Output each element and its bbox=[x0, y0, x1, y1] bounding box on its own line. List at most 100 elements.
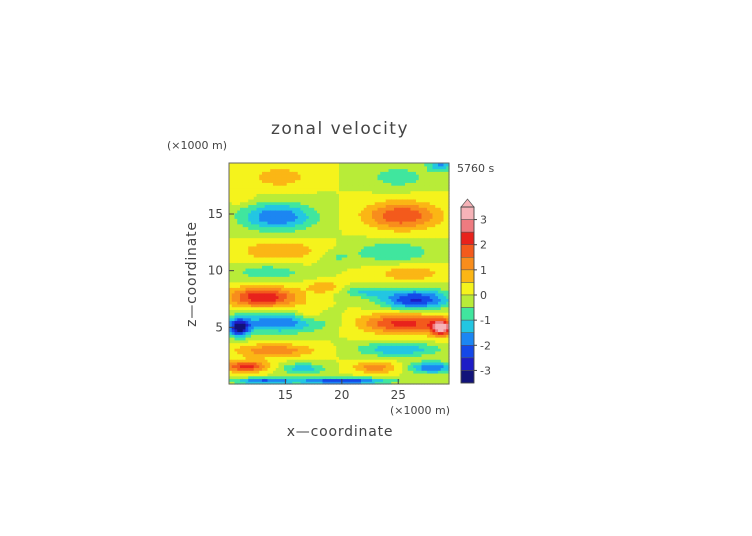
heatmap-cell bbox=[317, 201, 321, 206]
heatmap-cell bbox=[267, 325, 271, 330]
heatmap-cell bbox=[251, 259, 255, 264]
heatmap-cell bbox=[267, 248, 271, 252]
heatmap-cell bbox=[275, 179, 280, 183]
heatmap-cell bbox=[270, 367, 274, 371]
heatmap-cell bbox=[347, 215, 351, 219]
heatmap-cell bbox=[383, 325, 387, 330]
heatmap-cell bbox=[242, 381, 247, 385]
heatmap-cell bbox=[355, 245, 359, 250]
heatmap-cell bbox=[259, 221, 263, 225]
heatmap-cell bbox=[380, 298, 384, 302]
heatmap-cell bbox=[237, 223, 241, 228]
heatmap-cell bbox=[374, 350, 379, 355]
heatmap-cell bbox=[355, 276, 359, 280]
heatmap-cell bbox=[292, 187, 296, 192]
heatmap-cell bbox=[361, 287, 365, 291]
heatmap-cell bbox=[256, 265, 260, 269]
heatmap-cell bbox=[284, 301, 288, 305]
heatmap-cell bbox=[319, 323, 324, 327]
heatmap-cell bbox=[292, 193, 296, 197]
heatmap-cell bbox=[399, 345, 403, 349]
heatmap-cell bbox=[317, 168, 321, 172]
heatmap-cell bbox=[286, 185, 291, 189]
heatmap-cell bbox=[297, 323, 302, 327]
heatmap-cell bbox=[262, 234, 266, 239]
heatmap-cell bbox=[300, 251, 304, 255]
heatmap-cell bbox=[339, 378, 343, 382]
heatmap-cell bbox=[281, 375, 285, 380]
heatmap-cell bbox=[248, 370, 252, 374]
heatmap-cell bbox=[385, 273, 390, 277]
heatmap-cell bbox=[355, 287, 359, 291]
heatmap-cell bbox=[314, 287, 318, 291]
heatmap-cell bbox=[256, 204, 260, 208]
heatmap-cell bbox=[248, 372, 252, 377]
heatmap-cell bbox=[374, 168, 379, 172]
heatmap-cell bbox=[350, 221, 354, 225]
heatmap-cell bbox=[385, 337, 390, 341]
heatmap-cell bbox=[347, 243, 351, 247]
heatmap-cell bbox=[229, 254, 233, 258]
heatmap-cell bbox=[275, 209, 280, 214]
heatmap-cell bbox=[262, 348, 266, 352]
heatmap-cell bbox=[328, 279, 332, 283]
heatmap-cell bbox=[339, 262, 343, 266]
heatmap-cell bbox=[388, 270, 392, 275]
heatmap-cell bbox=[306, 361, 310, 366]
heatmap-cell bbox=[388, 215, 392, 219]
heatmap-cell bbox=[289, 201, 293, 206]
heatmap-cell bbox=[267, 298, 271, 302]
heatmap-cell bbox=[300, 320, 304, 324]
heatmap-cell bbox=[347, 339, 351, 344]
heatmap-cell bbox=[396, 198, 401, 203]
heatmap-cell bbox=[264, 234, 269, 239]
heatmap-cell bbox=[380, 281, 384, 286]
heatmap-cell bbox=[284, 179, 288, 183]
heatmap-cell bbox=[253, 298, 258, 302]
heatmap-cell bbox=[284, 176, 288, 181]
heatmap-cell bbox=[341, 328, 346, 333]
heatmap-cell bbox=[355, 309, 359, 313]
heatmap-cell bbox=[363, 337, 368, 341]
heatmap-cell bbox=[308, 204, 313, 208]
heatmap-cell bbox=[262, 265, 266, 269]
heatmap-cell bbox=[372, 237, 376, 241]
heatmap-cell bbox=[377, 284, 381, 288]
heatmap-cell bbox=[231, 201, 236, 206]
heatmap-cell bbox=[259, 320, 263, 324]
heatmap-cell bbox=[344, 353, 348, 357]
heatmap-cell bbox=[319, 204, 324, 208]
heatmap-cell bbox=[330, 378, 335, 382]
heatmap-cell bbox=[245, 292, 249, 297]
heatmap-cell bbox=[308, 232, 313, 236]
heatmap-cell bbox=[396, 187, 401, 192]
heatmap-cell bbox=[273, 226, 277, 230]
heatmap-cell bbox=[339, 190, 343, 194]
heatmap-cell bbox=[311, 174, 315, 178]
heatmap-cell bbox=[245, 171, 249, 175]
heatmap-cell bbox=[344, 171, 348, 175]
heatmap-cell bbox=[259, 168, 263, 172]
heatmap-cell bbox=[251, 367, 255, 371]
heatmap-cell bbox=[328, 281, 332, 286]
heatmap-cell bbox=[341, 339, 346, 344]
heatmap-cell bbox=[396, 334, 401, 338]
heatmap-cell bbox=[363, 273, 368, 277]
heatmap-cell bbox=[286, 323, 291, 327]
heatmap-cell bbox=[396, 251, 401, 255]
heatmap-cell bbox=[311, 309, 315, 313]
heatmap-cell bbox=[264, 378, 269, 382]
heatmap-cell bbox=[363, 229, 368, 233]
heatmap-cell bbox=[248, 339, 252, 344]
heatmap-cell bbox=[361, 292, 365, 297]
heatmap-cell bbox=[240, 240, 244, 244]
heatmap-cell bbox=[317, 276, 321, 280]
heatmap-cell bbox=[300, 265, 304, 269]
heatmap-cell bbox=[336, 350, 340, 355]
heatmap-cell bbox=[383, 193, 387, 197]
heatmap-cell bbox=[344, 196, 348, 200]
heatmap-cell bbox=[292, 212, 296, 217]
heatmap-cell bbox=[377, 234, 381, 239]
heatmap-cell bbox=[308, 325, 313, 330]
heatmap-cell bbox=[374, 240, 379, 244]
